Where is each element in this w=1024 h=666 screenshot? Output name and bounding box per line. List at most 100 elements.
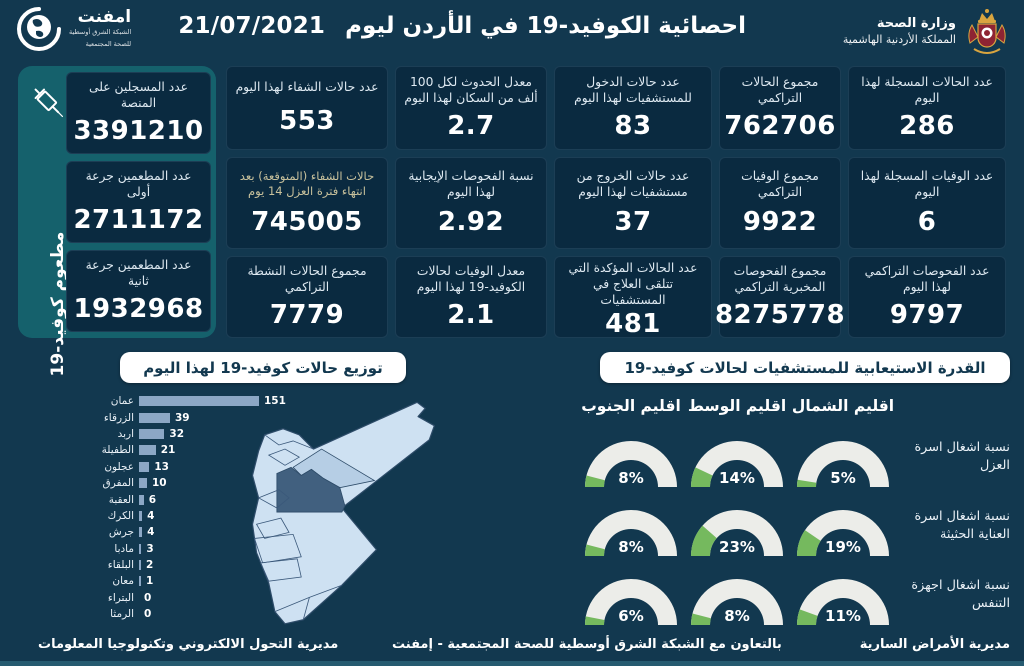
bar-track: 6: [139, 494, 156, 506]
bar-track: 39: [139, 412, 190, 424]
bar-category-label: الرمثا: [110, 608, 134, 621]
bar-value-label: 13: [154, 460, 169, 473]
bar-value-label: 0: [144, 591, 152, 604]
bar-track: 3: [139, 543, 154, 555]
stat-card-value: 9797: [889, 299, 965, 330]
stat-card: عدد حالات الخروج من مستشفيات لهذا اليوم 3…: [554, 157, 712, 249]
stat-card: معدل الوفيات لحالات الكوفيد-19 لهذا اليو…: [395, 256, 547, 338]
vaccination-card-label: عدد المطعمين جرعة أولى: [85, 169, 192, 200]
distribution-chart-title-text: توزيع حالات كوفيد-19 لهذا اليوم: [143, 358, 383, 377]
stat-card-label: معدل الحدوث لكل 100 ألف من السكان لهذا ا…: [404, 75, 538, 105]
stat-card-label: نسبة الفحوصات الإيجابية لهذا اليوم: [408, 168, 534, 199]
gauge-arc: 5%: [797, 441, 889, 487]
bar-category-label: الطفيلة: [101, 444, 134, 457]
stat-card-value: 2.1: [447, 299, 495, 330]
stat-card-value: 553: [279, 105, 335, 136]
region-header: اقليم الوسط: [687, 397, 787, 415]
bar-track: 2: [139, 559, 153, 571]
syringe-icon: [34, 88, 64, 118]
capacity-panel-title-text: القدرة الاستيعابية للمستشفيات لحالات كوف…: [624, 358, 986, 377]
amman-region-highlight: [276, 466, 346, 513]
stat-card-value: 2.92: [437, 207, 505, 238]
bar: [139, 412, 170, 423]
stat-card-value: 7779: [269, 299, 345, 330]
gauge-row-label: نسبة اشغال اجهزة التنفس: [911, 578, 1010, 611]
bar-row: العقبة 6: [84, 491, 394, 507]
ministry-text: وزارة الصحة المملكة الأردنية الهاشمية: [843, 16, 956, 46]
bar-value-label: 1: [146, 575, 154, 588]
gauge-arc: 8%: [585, 441, 677, 487]
bar-row: عجلون 13: [84, 459, 394, 475]
stat-card: نسبة الفحوصات الإيجابية لهذا اليوم 2.92: [395, 157, 547, 249]
bar-category-label: البتراء: [107, 591, 134, 604]
footer-directorate-communicable: مديرية الأمراض السارية: [859, 637, 1010, 652]
stat-card: عدد الحالات المؤكدة التي تتلقى العلاج في…: [554, 256, 712, 339]
stat-card: عدد الفحوصات التراكمي لهذا اليوم 9797: [848, 256, 1006, 338]
stat-card-label: مجموع الفحوصات المخبرية التراكمي: [733, 264, 827, 295]
governorate-borders: [253, 434, 343, 620]
report-date: 21/07/2021: [178, 13, 326, 39]
bar-category-label: الزرقاء: [103, 411, 134, 424]
bar: [139, 396, 259, 407]
bar: [139, 527, 143, 538]
bar-row: المفرق 10: [84, 475, 394, 491]
bar-value-label: 2: [146, 559, 154, 572]
stat-card: مجموع الحالات التراكمي 762706: [719, 66, 841, 150]
ministry-name: وزارة الصحة: [876, 16, 956, 31]
bar: [139, 445, 156, 456]
stat-card-value: 762706: [724, 110, 836, 141]
stat-card-label: عدد الفحوصات التراكمي لهذا اليوم: [864, 264, 990, 295]
stat-card-label: عدد حالات الدخول للمستشفيات لهذا اليوم: [574, 75, 692, 105]
capacity-gauge: 14%: [684, 422, 790, 491]
gauge-arc: 6%: [585, 579, 677, 625]
capacity-panel-title: القدرة الاستيعابية للمستشفيات لحالات كوف…: [600, 352, 1010, 383]
bar-track: 13: [139, 461, 169, 473]
region-header: اقليم الجنوب: [581, 397, 681, 415]
stat-card: معدل الحدوث لكل 100 ألف من السكان لهذا ا…: [395, 66, 547, 150]
vaccination-card-value: 1932968: [73, 293, 204, 324]
stat-card-value: 6: [917, 207, 937, 238]
bar: [139, 428, 165, 439]
capacity-gauge: 8%: [578, 491, 684, 560]
stat-card-value: 83: [614, 110, 652, 141]
bar-category-label: المفرق: [102, 477, 134, 490]
gauge-percent-label: 5%: [830, 469, 855, 487]
bar-row: البلقاء 2: [84, 557, 394, 573]
stat-card: مجموع الفحوصات المخبرية التراكمي 8275778: [715, 256, 845, 338]
stat-card-value: 2.7: [447, 110, 495, 141]
vaccination-card-label: عدد المطعمين جرعة ثانية: [85, 258, 192, 289]
bar-category-label: البلقاء: [107, 559, 134, 572]
bar-track: 0: [139, 592, 151, 604]
emphnet-globe-icon: [17, 7, 61, 51]
bar: [139, 560, 141, 571]
ministry-branding: وزارة الصحة المملكة الأردنية الهاشمية: [843, 7, 1010, 55]
stat-card-label: مجموع الحالات التراكمي: [741, 75, 819, 105]
gauge-percent-label: 8%: [724, 607, 749, 625]
bar-value-label: 6: [148, 493, 157, 506]
stat-card-label: عدد حالات الخروج من مستشفيات لهذا اليوم: [576, 168, 690, 199]
kingdom-name: المملكة الأردنية الهاشمية: [842, 33, 956, 46]
stat-card-value: 745005: [251, 206, 363, 237]
bar-category-label: معان: [112, 575, 134, 588]
bar-track: 32: [139, 428, 184, 440]
stat-card: مجموع الوفيات التراكمي 9922: [719, 157, 841, 249]
stat-card-value: 37: [614, 207, 652, 238]
capacity-gauge: 6%: [578, 560, 684, 629]
bar-row: جرش 4: [84, 524, 394, 540]
stat-card-label: عدد الحالات المؤكدة التي تتلقى العلاج في…: [568, 261, 698, 307]
stat-card: عدد حالات الدخول للمستشفيات لهذا اليوم 83: [554, 66, 712, 150]
bar-value-label: 39: [174, 411, 190, 424]
bar-track: 4: [139, 526, 154, 538]
vaccination-card: عدد المطعمين جرعة ثانية 1932968: [66, 250, 211, 332]
vaccination-card: عدد المطعمين جرعة أولى 2711172: [66, 161, 211, 243]
gauge-arc: 11%: [797, 579, 889, 625]
stat-card-label: مجموع الحالات النشطة التراكمي: [247, 264, 367, 295]
vaccination-card-label: عدد المسجلين على المنصة: [88, 80, 189, 111]
emphnet-subline-2: للصحة المجتمعية: [85, 39, 132, 48]
region-header: اقليم الشمال: [791, 397, 895, 415]
bar: [139, 494, 144, 505]
stat-card: حالات الشفاء (المتوقعة) بعد انتهاء فترة …: [226, 157, 388, 249]
bar-category-label: العقبة: [108, 493, 134, 506]
page-title: احصائية الكوفيد-19 في الأردن ليوم 21/07/…: [178, 13, 746, 39]
